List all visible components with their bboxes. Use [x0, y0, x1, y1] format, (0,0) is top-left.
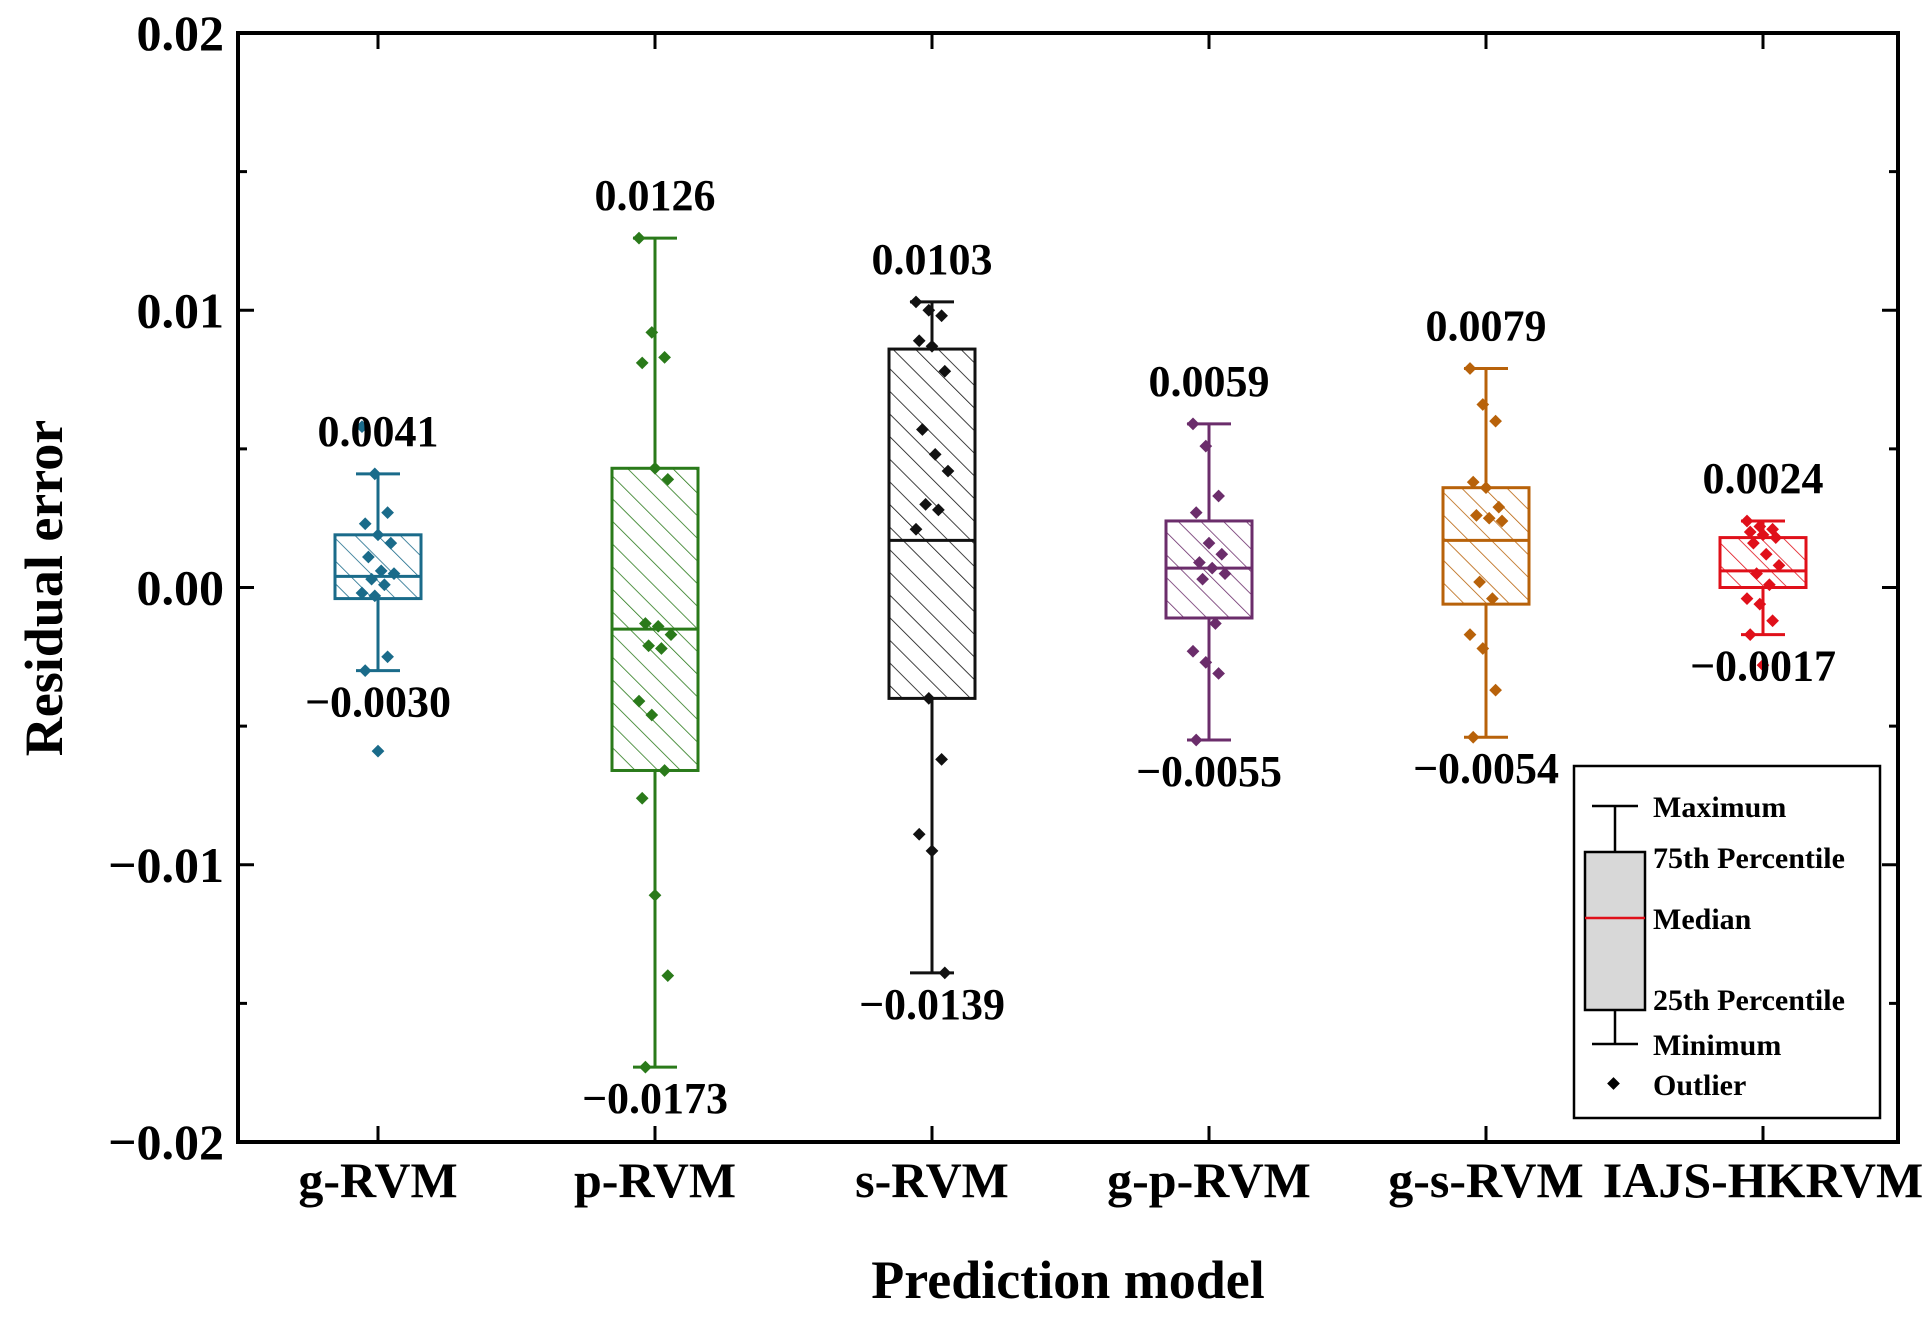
max-label-p-rvm: 0.0126	[595, 171, 716, 220]
data-point	[1189, 733, 1203, 747]
legend-outlier-marker	[1607, 1077, 1620, 1090]
legend-label-75th: 75th Percentile	[1653, 842, 1845, 875]
y-tick-label: 0.01	[137, 282, 225, 338]
data-point	[658, 351, 671, 364]
data-point	[661, 969, 675, 983]
data-point	[1489, 683, 1502, 697]
legend-box	[1583, 850, 1647, 1012]
box-g-p-rvm	[1164, 417, 1254, 747]
data-point	[381, 650, 394, 664]
data-point	[925, 844, 939, 858]
min-label-g-rvm: −0.0030	[305, 678, 451, 727]
max-label-g-rvm: 0.0041	[318, 407, 439, 456]
annotations-layer: 0.0041 −0.0030 0.0126 −0.0173 0.0103 −0.0139 0…	[305, 171, 1836, 1123]
data-point	[1466, 730, 1480, 744]
y-tick-label: 0.00	[137, 560, 225, 616]
data-point	[381, 506, 394, 520]
y-tick-label: −0.01	[108, 837, 224, 893]
data-point	[648, 888, 662, 902]
data-point	[635, 791, 649, 805]
max-label-g-p-rvm: 0.0059	[1149, 357, 1270, 406]
iqr-box	[610, 466, 700, 772]
data-point	[912, 827, 926, 841]
x-tick-label-g-p-rvm: g-p-RVM	[1107, 1152, 1311, 1208]
data-point	[938, 966, 952, 980]
data-point	[1212, 489, 1225, 503]
data-point	[1740, 592, 1754, 605]
x-tick-label-g-s-rvm: g-s-RVM	[1388, 1152, 1583, 1208]
iqr-box	[1441, 486, 1531, 606]
data-point	[1766, 614, 1779, 628]
y-tick-label: 0.02	[137, 5, 225, 61]
legend-label-outlier: Outlier	[1653, 1069, 1746, 1102]
legend-label-maximum: Maximum	[1653, 791, 1786, 824]
data-point	[639, 1060, 652, 1074]
data-point	[912, 334, 926, 348]
iqr-box	[1718, 536, 1808, 589]
legend-label-25th: 25th Percentile	[1653, 984, 1845, 1017]
legend-label-minimum: Minimum	[1653, 1029, 1781, 1062]
data-point	[1212, 667, 1225, 680]
data-point	[1743, 628, 1757, 641]
data-point	[1489, 414, 1502, 428]
data-point	[368, 467, 382, 481]
data-point	[355, 420, 369, 434]
legend-label-median: Median	[1653, 903, 1752, 936]
data-point	[635, 356, 649, 370]
x-tick-label-iajs-hkrvm: IAJS-HKRVM	[1603, 1152, 1923, 1208]
data-point	[1186, 644, 1200, 658]
data-point	[358, 517, 372, 531]
box-p-rvm	[610, 231, 700, 1074]
x-tick-label-g-rvm: g-RVM	[298, 1152, 457, 1208]
x-tick-label-p-rvm: p-RVM	[574, 1152, 736, 1208]
y-tick-label: −0.02	[108, 1114, 224, 1170]
box-g-rvm	[333, 420, 423, 758]
data-point	[1186, 417, 1200, 431]
legend: Maximum 75th Percentile Median 25th Perc…	[1572, 764, 1882, 1120]
x-axis-title: Prediction model	[871, 1250, 1264, 1310]
iqr-box	[333, 533, 423, 601]
min-label-s-rvm: −0.0139	[859, 980, 1005, 1029]
box-g-s-rvm	[1441, 362, 1531, 744]
max-label-g-s-rvm: 0.0079	[1426, 301, 1547, 350]
data-point	[1463, 628, 1477, 641]
data-point	[371, 744, 385, 758]
max-label-s-rvm: 0.0103	[872, 235, 993, 284]
data-point	[1740, 514, 1754, 528]
min-label-g-p-rvm: −0.0055	[1136, 747, 1282, 796]
data-point	[935, 309, 948, 323]
data-point	[632, 231, 646, 245]
box-s-rvm	[887, 295, 977, 980]
data-point	[1463, 362, 1477, 375]
plot-frame	[236, 31, 1900, 1144]
min-label-g-s-rvm: −0.0054	[1413, 744, 1559, 793]
ticks-layer: 0.02 0.01 0.00 −0.01 −0.02 g-RVM p-RVM s-RVM g-p…	[108, 5, 1923, 1208]
min-label-iajs-hkrvm: −0.0017	[1690, 642, 1836, 691]
data-point	[358, 664, 372, 678]
iqr-box	[887, 347, 977, 700]
min-label-p-rvm: −0.0173	[582, 1074, 728, 1123]
max-label-iajs-hkrvm: 0.0024	[1703, 454, 1824, 503]
data-point	[935, 753, 948, 766]
data-point	[1189, 506, 1203, 520]
data-point	[909, 295, 923, 309]
y-axis-title: Residual error	[14, 420, 74, 756]
x-tick-label-s-rvm: s-RVM	[855, 1152, 1009, 1208]
